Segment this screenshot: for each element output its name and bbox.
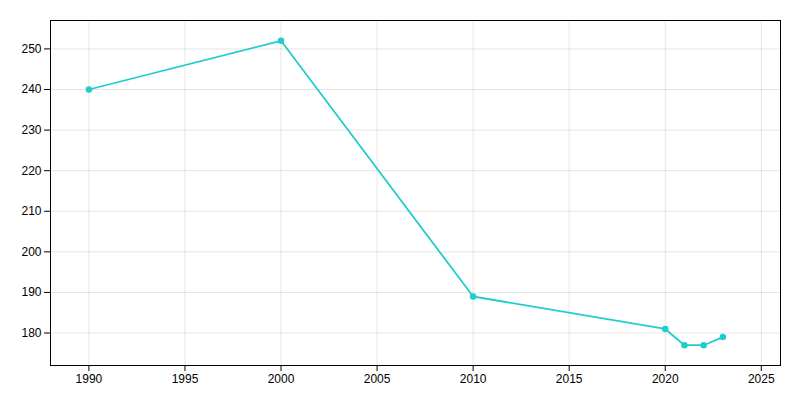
svg-text:1990: 1990 [76, 372, 103, 386]
svg-text:2015: 2015 [556, 372, 583, 386]
svg-text:2010: 2010 [460, 372, 487, 386]
svg-text:240: 240 [21, 82, 41, 96]
svg-text:2000: 2000 [268, 372, 295, 386]
svg-text:250: 250 [21, 42, 41, 56]
svg-text:2020: 2020 [652, 372, 679, 386]
svg-text:210: 210 [21, 204, 41, 218]
svg-text:190: 190 [21, 285, 41, 299]
svg-text:230: 230 [21, 123, 41, 137]
svg-text:1995: 1995 [172, 372, 199, 386]
svg-text:200: 200 [21, 245, 41, 259]
svg-text:180: 180 [21, 326, 41, 340]
svg-text:2025: 2025 [748, 372, 775, 386]
svg-text:2005: 2005 [364, 372, 391, 386]
svg-text:220: 220 [21, 164, 41, 178]
